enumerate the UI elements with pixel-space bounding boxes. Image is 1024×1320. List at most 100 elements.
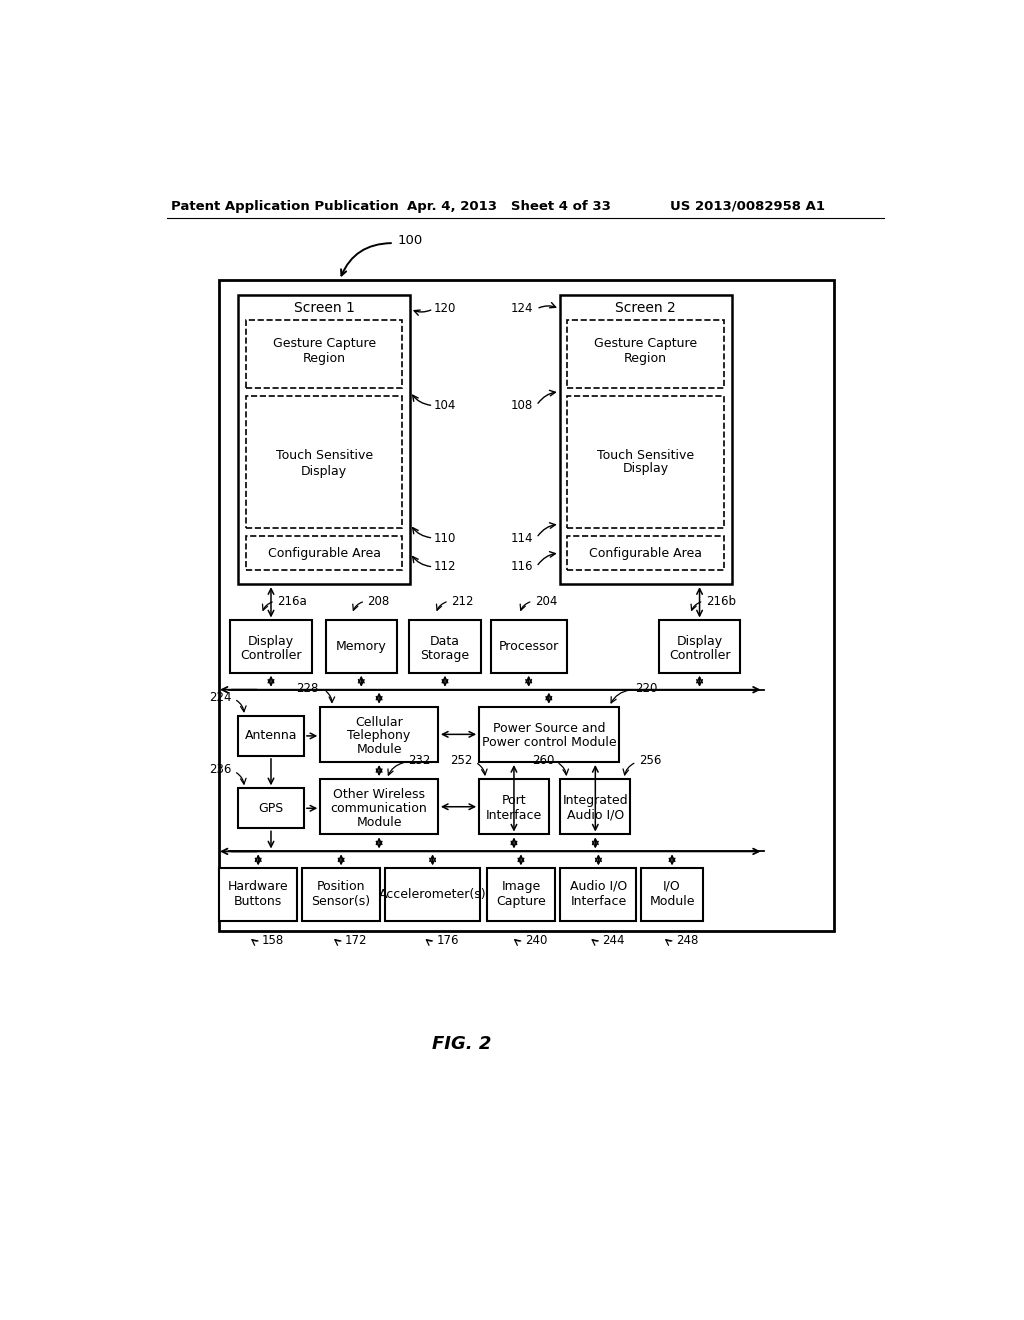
Text: Cellular: Cellular (355, 715, 403, 729)
Text: 256: 256 (640, 754, 662, 767)
Text: Interface: Interface (570, 895, 627, 908)
Bar (321, 706, 438, 762)
Bar (560, 869, 636, 921)
Text: 108: 108 (511, 399, 534, 412)
Text: 260: 260 (531, 754, 554, 767)
Text: Buttons: Buttons (234, 895, 283, 908)
Bar (246, 536, 402, 570)
Bar (490, 620, 566, 673)
Text: Processor: Processor (499, 640, 559, 653)
Text: Storage: Storage (421, 649, 470, 663)
Text: Interface: Interface (485, 809, 542, 822)
Bar (219, 869, 297, 921)
Text: Module: Module (356, 743, 401, 756)
Bar (238, 715, 304, 756)
Text: 176: 176 (436, 935, 459, 948)
Bar (560, 779, 630, 834)
Text: 172: 172 (345, 935, 368, 948)
Text: Touch Sensitive: Touch Sensitive (275, 449, 373, 462)
Bar (560, 296, 732, 585)
Text: Display: Display (677, 635, 723, 648)
Text: 208: 208 (368, 594, 390, 607)
Text: 212: 212 (452, 594, 474, 607)
Bar (410, 620, 480, 673)
Text: 158: 158 (262, 935, 285, 948)
Text: Antenna: Antenna (245, 730, 297, 742)
Text: 228: 228 (296, 681, 318, 694)
Bar (641, 869, 703, 921)
Bar (567, 321, 724, 388)
Text: Patent Application Publication: Patent Application Publication (171, 199, 398, 213)
Text: GPS: GPS (258, 801, 284, 814)
Text: Gesture Capture: Gesture Capture (272, 337, 376, 350)
Text: communication: communication (331, 801, 427, 814)
Bar (658, 620, 740, 673)
Text: Image: Image (502, 879, 541, 892)
Text: Port: Port (502, 795, 526, 807)
Text: Hardware: Hardware (228, 879, 289, 892)
Text: Other Wireless: Other Wireless (333, 788, 425, 801)
Bar (321, 779, 438, 834)
Text: 110: 110 (433, 532, 456, 545)
Text: I/O: I/O (664, 879, 681, 892)
Text: Position: Position (316, 879, 366, 892)
Text: Screen 2: Screen 2 (615, 301, 676, 314)
Text: Screen 1: Screen 1 (294, 301, 354, 314)
Text: Sensor(s): Sensor(s) (311, 895, 371, 908)
Text: Data: Data (430, 635, 460, 648)
Text: Module: Module (649, 895, 695, 908)
Text: 220: 220 (636, 681, 658, 694)
Text: Integrated: Integrated (562, 795, 628, 807)
Text: 104: 104 (433, 399, 456, 412)
Text: Region: Region (625, 352, 668, 366)
Text: Capture: Capture (496, 895, 546, 908)
Text: 204: 204 (535, 594, 557, 607)
Text: Display: Display (623, 462, 669, 475)
Bar (238, 788, 304, 829)
Text: Touch Sensitive: Touch Sensitive (597, 449, 694, 462)
Text: Configurable Area: Configurable Area (589, 546, 702, 560)
Text: FIG. 2: FIG. 2 (431, 1035, 490, 1053)
Text: 116: 116 (511, 561, 534, 573)
Text: 216a: 216a (278, 594, 307, 607)
Text: Display: Display (301, 465, 347, 478)
Bar (302, 869, 380, 921)
Text: 240: 240 (524, 935, 547, 948)
Bar (238, 296, 410, 585)
Text: Audio I/O: Audio I/O (569, 879, 627, 892)
Bar (246, 321, 402, 388)
Bar (385, 869, 480, 921)
Text: 112: 112 (433, 561, 456, 573)
Text: Display: Display (248, 635, 294, 648)
Text: 100: 100 (397, 234, 423, 247)
Text: Telephony: Telephony (347, 730, 411, 742)
Bar (326, 620, 397, 673)
Bar (567, 396, 724, 528)
Text: 216b: 216b (706, 594, 736, 607)
Text: Apr. 4, 2013   Sheet 4 of 33: Apr. 4, 2013 Sheet 4 of 33 (407, 199, 611, 213)
Text: 114: 114 (511, 532, 534, 545)
Text: 124: 124 (511, 302, 534, 315)
Text: Controller: Controller (669, 649, 730, 663)
Bar (246, 396, 402, 528)
Text: Configurable Area: Configurable Area (267, 546, 381, 560)
Text: 244: 244 (602, 935, 625, 948)
Bar (486, 869, 555, 921)
Text: Region: Region (302, 352, 345, 366)
Text: Controller: Controller (241, 649, 302, 663)
Bar (230, 620, 311, 673)
Bar (479, 779, 549, 834)
Text: Power Source and: Power Source and (493, 722, 605, 735)
Bar (479, 706, 618, 762)
Text: Power control Module: Power control Module (481, 737, 616, 750)
Bar (567, 536, 724, 570)
Text: 120: 120 (433, 302, 456, 315)
Text: 232: 232 (409, 754, 431, 767)
Text: US 2013/0082958 A1: US 2013/0082958 A1 (671, 199, 825, 213)
Text: Memory: Memory (336, 640, 387, 653)
Text: 252: 252 (451, 754, 473, 767)
Text: Audio I/O: Audio I/O (566, 809, 624, 822)
Text: Accelerometer(s): Accelerometer(s) (379, 888, 486, 902)
Bar (219, 280, 834, 931)
Text: 236: 236 (210, 763, 231, 776)
